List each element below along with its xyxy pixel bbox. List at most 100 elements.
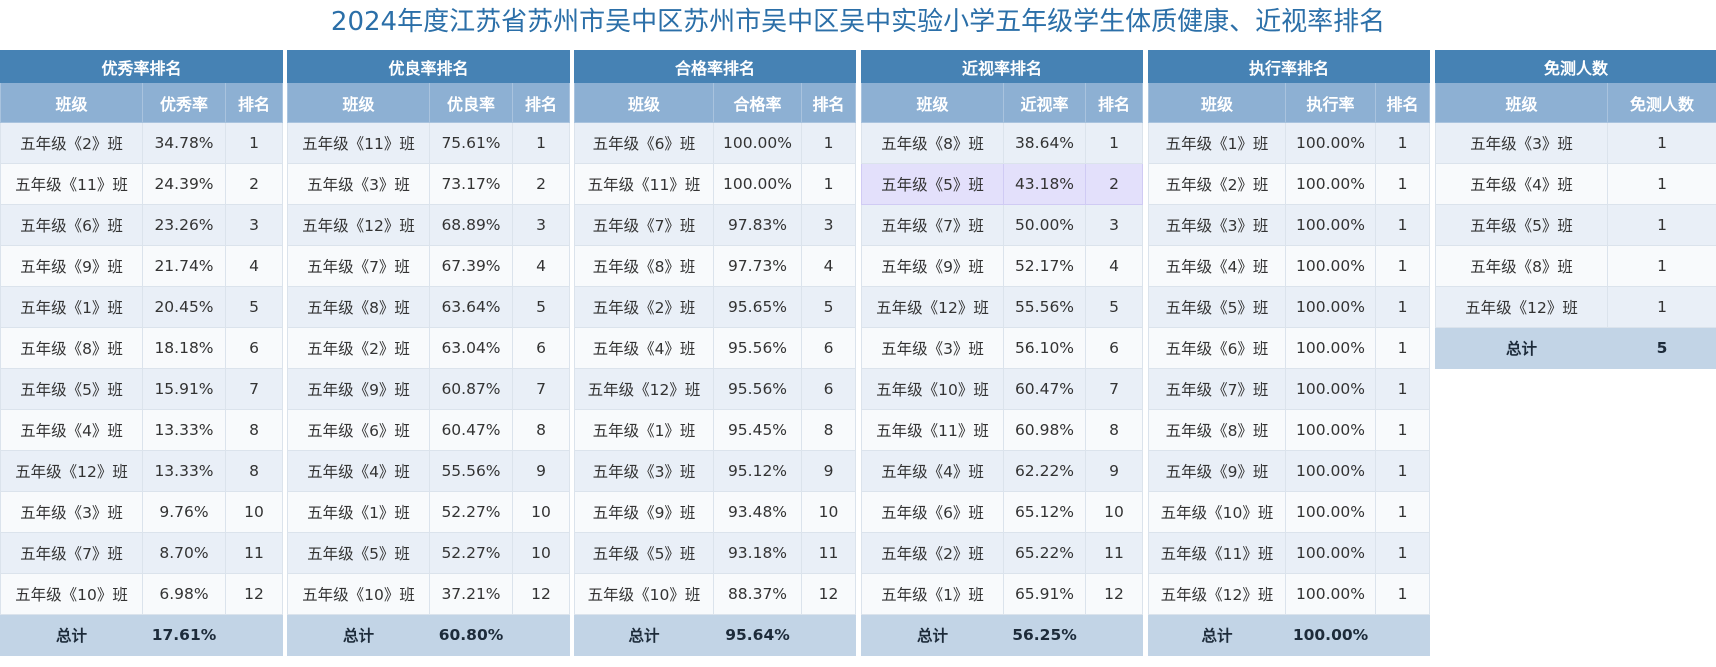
table-cell: 五年级《12》班 <box>0 450 143 492</box>
table-row: 五年级《10》班 60.47% 7 <box>861 368 1144 410</box>
table-cell: 3 <box>800 204 857 246</box>
table-row: 五年级《12》班 55.56% 5 <box>861 286 1144 328</box>
table-cell: 五年级《1》班 <box>0 286 143 328</box>
table-cell: 五年级《7》班 <box>861 204 1004 246</box>
table-cell: 1 <box>1606 204 1716 246</box>
table-cell: 8 <box>800 409 857 451</box>
total-cell: 95.64% <box>713 614 802 656</box>
table-row: 五年级《9》班 93.48% 10 <box>574 491 857 533</box>
table-body: 五年级《11》班 75.61% 1 五年级《3》班 73.17% 2 五年级《12》班 68.… <box>287 122 571 615</box>
table-cell: 五年级《2》班 <box>0 122 143 164</box>
table-cell: 五年级《6》班 <box>1148 327 1286 369</box>
total-row: 总计 56.25% <box>861 614 1144 656</box>
table-cell: 55.56% <box>1003 286 1086 328</box>
column-header: 近视率 <box>1003 82 1086 123</box>
table-cell: 60.47% <box>429 409 513 451</box>
table-cell: 100.00% <box>1285 532 1376 574</box>
table-cell: 6 <box>1084 327 1144 369</box>
table-row: 五年级《10》班 6.98% 12 <box>0 573 284 615</box>
table-row: 五年级《4》班 62.22% 9 <box>861 450 1144 492</box>
table-cell: 50.00% <box>1003 204 1086 246</box>
table-row: 五年级《6》班 23.26% 3 <box>0 204 284 246</box>
table-cell: 6 <box>800 327 857 369</box>
table-footer: 总计 100.00% <box>1148 614 1431 656</box>
table-cell: 5 <box>511 286 571 328</box>
table-row: 五年级《8》班 18.18% 6 <box>0 327 284 369</box>
table-row: 五年级《11》班 60.98% 8 <box>861 409 1144 451</box>
table-cell: 五年级《6》班 <box>861 491 1004 533</box>
table-cell: 11 <box>1084 532 1144 574</box>
table-row: 五年级《2》班 95.65% 5 <box>574 286 857 328</box>
table-cell: 4 <box>1084 245 1144 287</box>
column-header: 排名 <box>511 82 571 123</box>
table-cell: 五年级《12》班 <box>574 368 714 410</box>
table-row: 五年级《5》班 100.00% 1 <box>1148 286 1431 328</box>
table-row: 五年级《8》班 97.73% 4 <box>574 245 857 287</box>
table-body: 五年级《6》班 100.00% 1 五年级《11》班 100.00% 1 五年级《7》班 97… <box>574 122 857 615</box>
column-header: 班级 <box>0 82 143 123</box>
table-cell: 五年级《1》班 <box>1148 122 1286 164</box>
table-cell: 100.00% <box>713 163 802 205</box>
table-cell: 五年级《10》班 <box>0 573 143 615</box>
table-row: 五年级《3》班 95.12% 9 <box>574 450 857 492</box>
table-row: 五年级《10》班 88.37% 12 <box>574 573 857 615</box>
table-header: 执行率排名 班级 执行率 排名 <box>1147 50 1431 123</box>
table-cell: 38.64% <box>1003 122 1086 164</box>
table-cell: 100.00% <box>1285 450 1376 492</box>
table-cell: 60.98% <box>1003 409 1086 451</box>
table-cell: 五年级《3》班 <box>861 327 1004 369</box>
table-cell: 五年级《2》班 <box>574 286 714 328</box>
column-header: 排名 <box>1374 82 1431 123</box>
table-cell: 8 <box>511 409 571 451</box>
table-cell: 五年级《8》班 <box>0 327 143 369</box>
table-cell: 6 <box>511 327 571 369</box>
table-cell: 100.00% <box>1285 327 1376 369</box>
table-cell: 5 <box>800 286 857 328</box>
table-header: 合格率排名 班级 合格率 排名 <box>573 50 857 123</box>
column-header: 合格率 <box>713 82 802 123</box>
column-header: 排名 <box>800 82 857 123</box>
column-header: 排名 <box>224 82 284 123</box>
table-cell: 100.00% <box>1285 163 1376 205</box>
table-cell: 2 <box>1084 163 1144 205</box>
table-row: 五年级《4》班 13.33% 8 <box>0 409 284 451</box>
table-cell: 1 <box>1374 450 1431 492</box>
table-cell: 11 <box>800 532 857 574</box>
table-cell: 73.17% <box>429 163 513 205</box>
column-header-row: 班级 近视率 排名 <box>861 82 1144 123</box>
table-cell: 21.74% <box>142 245 226 287</box>
table-cell: 1 <box>1606 122 1716 164</box>
table-row: 五年级《4》班 55.56% 9 <box>287 450 571 492</box>
table-cell: 2 <box>224 163 284 205</box>
table-cell: 五年级《5》班 <box>861 163 1004 205</box>
table-cell: 8 <box>224 409 284 451</box>
column-header: 班级 <box>287 82 430 123</box>
total-cell <box>1374 614 1431 656</box>
table-row: 五年级《7》班 100.00% 1 <box>1148 368 1431 410</box>
table-row: 五年级《3》班 73.17% 2 <box>287 163 571 205</box>
table-cell: 9 <box>511 450 571 492</box>
table-cell: 9 <box>800 450 857 492</box>
table-cell: 6.98% <box>142 573 226 615</box>
table-cell: 五年级《6》班 <box>287 409 430 451</box>
table-cell: 5 <box>224 286 284 328</box>
table-cell: 五年级《10》班 <box>861 368 1004 410</box>
table-row: 五年级《12》班 13.33% 8 <box>0 450 284 492</box>
total-cell: 100.00% <box>1285 614 1376 656</box>
table-cell: 20.45% <box>142 286 226 328</box>
column-header: 排名 <box>1084 82 1144 123</box>
table-cell: 100.00% <box>1285 368 1376 410</box>
table-row: 五年级《5》班 15.91% 7 <box>0 368 284 410</box>
table-cell: 五年级《3》班 <box>287 163 430 205</box>
table-cell: 23.26% <box>142 204 226 246</box>
table-cell: 100.00% <box>1285 491 1376 533</box>
table-cell: 5 <box>1084 286 1144 328</box>
table-cell: 五年级《5》班 <box>0 368 143 410</box>
table-cell: 12 <box>1084 573 1144 615</box>
table-row: 五年级《12》班 95.56% 6 <box>574 368 857 410</box>
table-row: 五年级《2》班 34.78% 1 <box>0 122 284 164</box>
table-cell: 五年级《9》班 <box>861 245 1004 287</box>
table-cell: 五年级《8》班 <box>1148 409 1286 451</box>
table-cell: 4 <box>800 245 857 287</box>
table-cell: 100.00% <box>1285 204 1376 246</box>
